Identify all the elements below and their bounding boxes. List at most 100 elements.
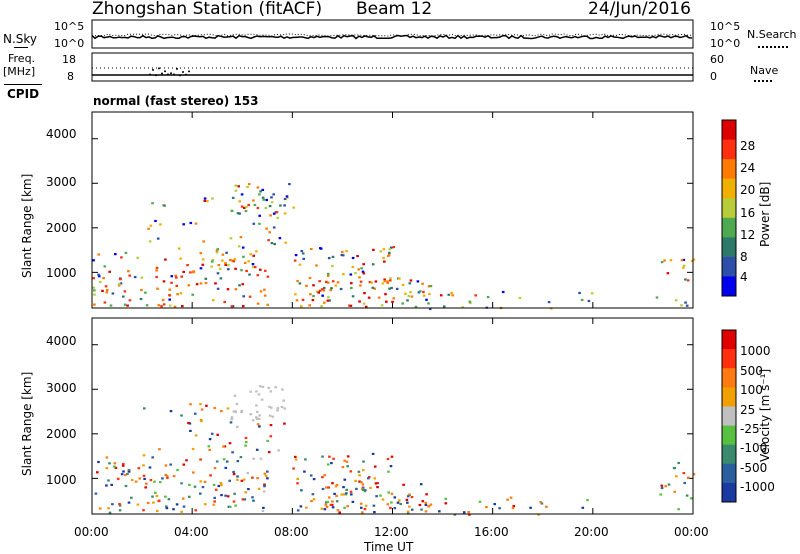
nsearch-line (92, 33, 693, 37)
power-data-cell (149, 224, 153, 227)
velocity-data-cell (376, 482, 379, 485)
velocity-ytick-3000: 3000 (46, 381, 77, 395)
velocity-data-cell (225, 460, 229, 463)
power-data-cell (386, 280, 389, 283)
power-data-cell (206, 200, 209, 203)
power-data-cell (447, 293, 451, 296)
velocity-data-cell (212, 483, 216, 486)
velocity-data-cell (659, 493, 662, 496)
power-data-cell (301, 252, 305, 255)
power-data-cell (321, 288, 324, 291)
power-data-cell (315, 264, 318, 267)
power-data-cell (692, 258, 696, 261)
velocity-data-cell (208, 438, 212, 441)
velocity-data-cell (363, 508, 367, 511)
velocity-data-cell (199, 458, 202, 461)
power-data-cell (102, 277, 105, 280)
power-data-cell (215, 249, 219, 252)
velocity-data-cell (342, 493, 345, 496)
power-data-cell (246, 185, 249, 189)
power-data-cell (259, 268, 262, 271)
velocity-data-cell (537, 513, 540, 516)
velocity-data-cell (264, 474, 268, 477)
power-data-cell (239, 236, 243, 239)
power-data-cell (267, 239, 270, 242)
power-data-cell (308, 276, 312, 280)
velocity-data-cell (429, 503, 433, 506)
velocity-data-cell (334, 485, 338, 488)
velocity-data-cell (256, 410, 259, 413)
power-data-cell (252, 265, 255, 268)
velocity-data-cell (345, 460, 349, 463)
velocity-data-cell (182, 463, 186, 466)
power-data-cell (133, 276, 137, 279)
power-data-cell (379, 250, 383, 253)
velocity-data-cell (194, 509, 198, 512)
power-data-cell (351, 295, 355, 298)
velocity-data-cell (304, 458, 307, 461)
power-ytick-3000: 3000 (46, 175, 77, 189)
velocity-data-cell (122, 470, 125, 473)
velocity-data-cell (145, 482, 148, 485)
velocity-data-cell (271, 415, 275, 418)
velocity-data-cell (256, 423, 260, 426)
power-data-cell (145, 304, 149, 307)
nave-tick-low: 0 (710, 70, 717, 83)
power-data-cell (227, 268, 230, 271)
power-data-cell (326, 274, 330, 277)
power-data-cell (382, 248, 386, 251)
velocity-data-cell (232, 473, 236, 476)
velocity-data-cell (438, 510, 441, 513)
nsky-panel-frame (91, 19, 694, 49)
velocity-data-cell (144, 486, 147, 489)
power-data-cell (169, 304, 172, 307)
velocity-data-cell (360, 481, 363, 484)
velocity-data-cell (165, 474, 169, 478)
power-data-cell (388, 248, 392, 251)
power-colorbar-segment (722, 120, 736, 141)
power-data-cell (191, 293, 194, 296)
power-data-cell (690, 259, 694, 263)
velocity-data-cell (249, 413, 253, 416)
velocity-data-cell (342, 486, 345, 489)
velocity-data-cell (372, 504, 376, 507)
power-data-cell (264, 269, 267, 272)
power-cbar-tick-28: 28 (740, 139, 756, 153)
velocity-data-cell (108, 462, 111, 465)
power-data-cell (276, 216, 280, 219)
power-data-cell (256, 302, 260, 305)
cpid-value: normal (fast stereo) 153 (93, 94, 259, 108)
velocity-data-cell (390, 501, 393, 504)
velocity-cbar-tick-1000: 1000 (740, 344, 771, 358)
power-data-cell (204, 277, 208, 280)
velocity-data-cell (105, 484, 108, 487)
power-data-cell (244, 209, 248, 213)
velocity-data-cell (305, 506, 308, 509)
velocity-data-cell (142, 454, 146, 457)
velocity-data-cell (410, 496, 414, 499)
velocity-data-cell (664, 485, 667, 488)
power-data-cell (119, 282, 123, 285)
velocity-data-cell (138, 477, 142, 480)
power-data-cell (342, 273, 345, 276)
velocity-data-cell (257, 417, 261, 420)
velocity-data-cell (188, 483, 191, 486)
nave-dip-point (182, 71, 184, 74)
velocity-data-cell (269, 435, 273, 438)
power-data-cell (414, 305, 418, 308)
power-data-cell (104, 285, 108, 288)
power-data-cell (518, 296, 522, 300)
power-data-cell (181, 305, 184, 308)
velocity-data-cell (269, 424, 273, 427)
power-data-cell (326, 281, 330, 284)
velocity-colorbar-segment (722, 330, 736, 350)
power-data-cell (295, 299, 299, 302)
power-data-cell (203, 197, 207, 200)
velocity-data-cell (333, 492, 336, 495)
power-cbar-tick-12: 12 (740, 228, 756, 242)
power-data-cell (321, 294, 324, 297)
velocity-data-cell (216, 433, 219, 436)
velocity-data-cell (270, 406, 273, 409)
power-data-cell (263, 294, 267, 297)
